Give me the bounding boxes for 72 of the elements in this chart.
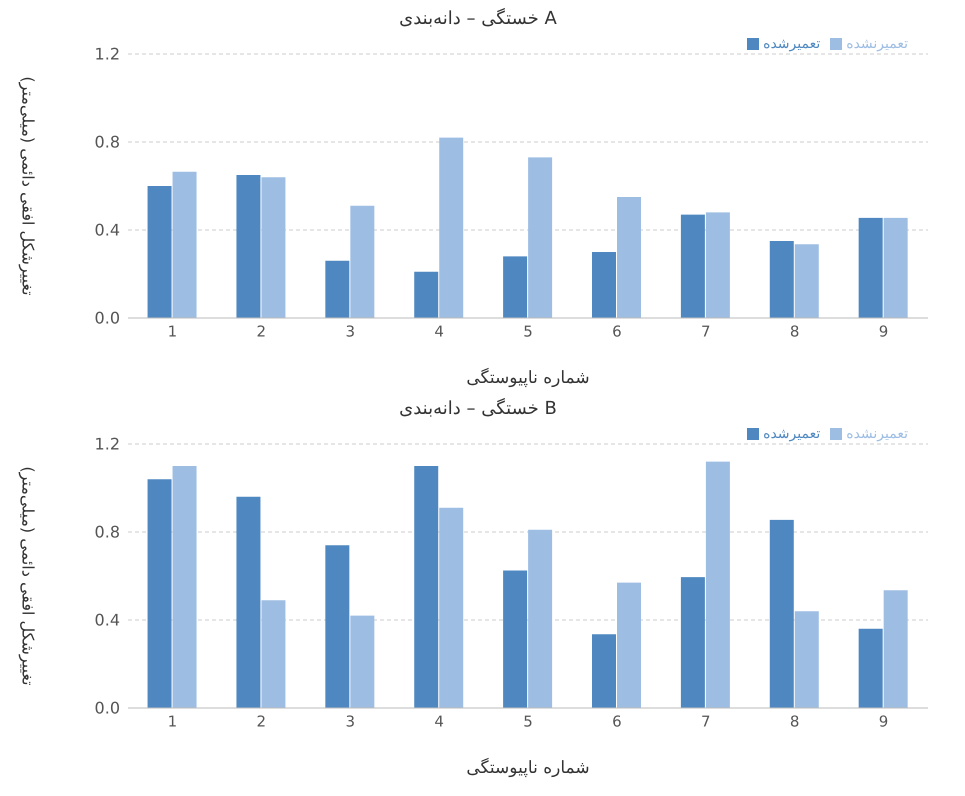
y-axis-title: تغییرشکل افقی دائمی (میلی‌متر) <box>18 76 38 296</box>
bar <box>503 256 528 318</box>
x-tick-label: 5 <box>523 712 533 731</box>
x-axis-title: شماره ناپیوستگی <box>466 367 590 388</box>
bar <box>528 530 552 708</box>
bar <box>350 616 374 708</box>
bar <box>794 244 819 318</box>
bar <box>617 197 641 318</box>
x-tick-label: 2 <box>256 322 266 341</box>
bar <box>414 272 438 318</box>
bar <box>706 462 730 708</box>
bar <box>770 241 794 318</box>
x-tick-label: 7 <box>701 712 711 731</box>
x-tick-label: 3 <box>345 322 355 341</box>
bar <box>439 138 464 318</box>
legend-label: تعمیرشده <box>763 426 820 442</box>
bar <box>350 206 374 318</box>
legend-label: تعمیرنشده <box>846 36 908 52</box>
bar <box>884 218 908 318</box>
x-tick-label: 1 <box>168 322 178 341</box>
x-tick-label: 6 <box>612 322 622 341</box>
x-tick-label: 1 <box>168 712 178 731</box>
bar <box>236 175 260 318</box>
bar <box>414 466 438 708</box>
y-tick-label: 0.0 <box>94 308 120 328</box>
bar <box>261 600 286 708</box>
bar <box>858 628 883 708</box>
y-tick-label: 1.2 <box>94 44 120 64</box>
y-tick-label: 0.8 <box>94 522 120 542</box>
chart-title: خستگی – دانه‌بندی A <box>398 8 558 29</box>
y-tick-label: 0.4 <box>94 220 120 240</box>
x-tick-label: 9 <box>878 712 888 731</box>
bar <box>617 582 641 708</box>
x-tick-label: 8 <box>790 712 800 731</box>
x-tick-label: 2 <box>256 712 266 731</box>
bar <box>325 545 350 708</box>
legend-label: تعمیرنشده <box>846 426 908 442</box>
x-tick-label: 3 <box>345 712 355 731</box>
bar <box>236 496 260 708</box>
x-tick-label: 7 <box>701 322 711 341</box>
bar <box>172 172 197 318</box>
bar <box>172 466 197 708</box>
x-tick-label: 5 <box>523 322 533 341</box>
x-tick-label: 8 <box>790 322 800 341</box>
x-tick-label: 9 <box>878 322 888 341</box>
bar <box>794 611 819 708</box>
y-tick-label: 1.2 <box>94 434 120 454</box>
bar <box>770 520 794 708</box>
bar <box>325 260 350 318</box>
bar <box>680 214 705 318</box>
bar <box>439 508 464 708</box>
bar <box>858 218 883 318</box>
bar <box>680 577 705 708</box>
bar <box>148 186 172 318</box>
chart-title: خستگی – دانه‌بندی B <box>398 398 558 419</box>
legend-label: تعمیرشده <box>763 36 820 52</box>
x-tick-label: 4 <box>434 322 444 341</box>
y-axis-title: تغییرشکل افقی دائمی (میلی‌متر) <box>18 466 38 686</box>
bar <box>592 634 616 708</box>
y-tick-label: 0.4 <box>94 610 120 630</box>
x-tick-label: 4 <box>434 712 444 731</box>
bar <box>148 479 172 708</box>
bar <box>592 252 616 318</box>
y-tick-label: 0.0 <box>94 698 120 718</box>
x-tick-label: 6 <box>612 712 622 731</box>
x-axis-title: شماره ناپیوستگی <box>466 757 590 778</box>
y-tick-label: 0.8 <box>94 132 120 152</box>
bar <box>528 157 552 318</box>
bar <box>884 590 908 708</box>
bar <box>261 177 286 318</box>
bar <box>503 570 528 708</box>
bar <box>706 212 730 318</box>
